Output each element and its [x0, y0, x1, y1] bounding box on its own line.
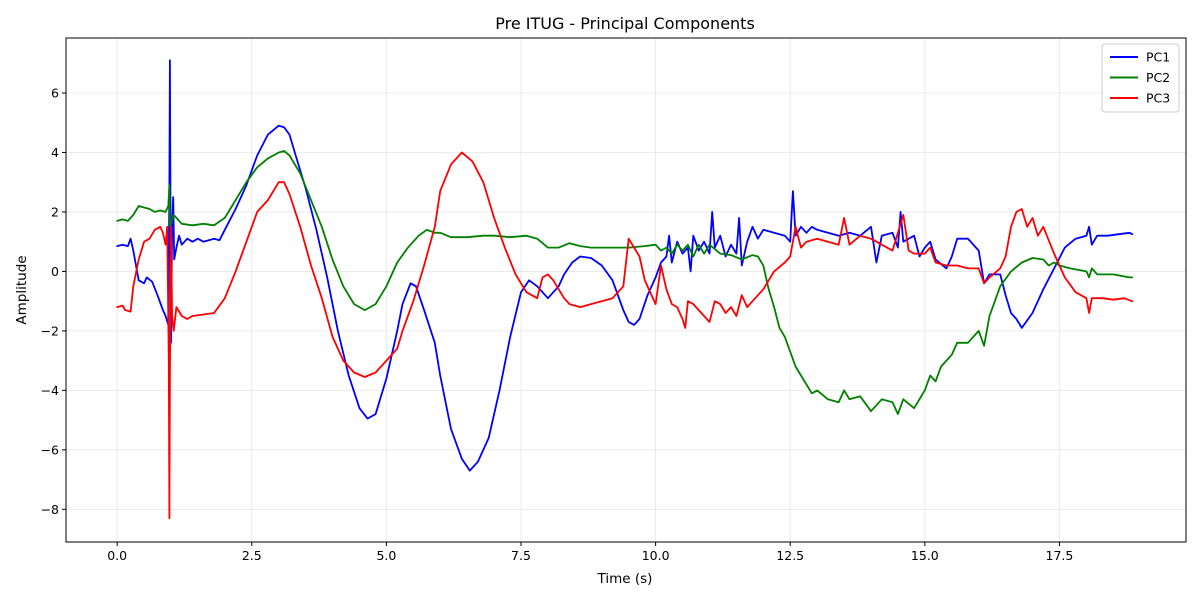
series-line-pc3	[116, 151, 1134, 520]
x-tick-label: 5.0	[376, 548, 396, 563]
y-tick-label: 0	[51, 264, 59, 279]
series-line-pc2	[116, 150, 1134, 415]
series-line-pc1	[116, 59, 1134, 472]
legend-label-pc2: PC2	[1146, 70, 1170, 85]
x-tick-label: 0.0	[107, 548, 127, 563]
x-tick-label: 7.5	[511, 548, 531, 563]
x-tick-label: 10.0	[642, 548, 670, 563]
x-axis: 0.0 2.5 5.0 7.5 10.0 12.5 15.0 17.5	[107, 542, 1073, 563]
legend: PC1 PC2 PC3	[1101, 43, 1180, 113]
y-tick-label: −8	[41, 502, 59, 517]
series-layer	[116, 59, 1134, 520]
legend-box	[1101, 43, 1180, 113]
y-tick-label: −2	[41, 323, 59, 338]
y-tick-label: −6	[41, 442, 59, 457]
x-tick-label: 15.0	[911, 548, 939, 563]
x-tick-label: 17.5	[1046, 548, 1074, 563]
grid-lines	[66, 38, 1186, 542]
y-tick-label: 2	[51, 204, 59, 219]
legend-label-pc1: PC1	[1146, 50, 1170, 65]
y-axis-label: Amplitude	[14, 255, 30, 324]
x-tick-label: 2.5	[242, 548, 262, 563]
y-tick-label: 4	[51, 145, 59, 160]
y-tick-label: 6	[51, 86, 59, 101]
plot-frame	[65, 37, 1187, 543]
y-tick-label: −4	[41, 383, 59, 398]
chart-title: Pre ITUG - Principal Components	[495, 14, 755, 33]
x-tick-label: 12.5	[776, 548, 804, 563]
x-axis-label: Time (s)	[597, 571, 653, 587]
y-axis: −8 −6 −4 −2 0 2 4 6	[41, 86, 66, 517]
legend-label-pc3: PC3	[1146, 91, 1170, 106]
